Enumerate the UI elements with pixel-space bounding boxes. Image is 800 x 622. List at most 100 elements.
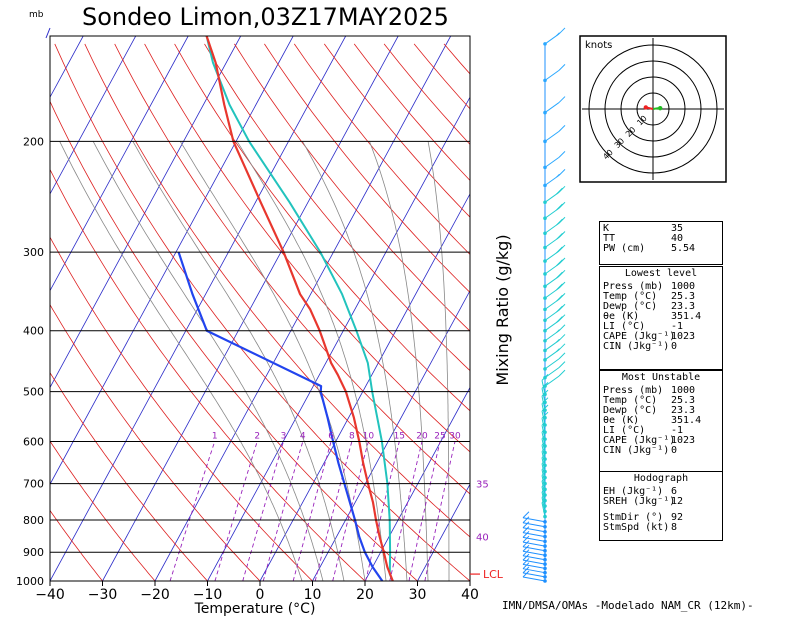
wind-barb-flag — [559, 304, 565, 310]
pressure-tick-label: 200 — [23, 135, 44, 148]
moist-adiabat-label: 35 — [476, 480, 489, 491]
wind-barb-flag — [559, 245, 565, 251]
chart-title: Sondeo Limon,03Z17MAY2025 — [82, 3, 449, 31]
wind-barb-flag — [523, 512, 529, 518]
moist-adiabat-line — [133, 141, 344, 581]
hodograph-point — [658, 106, 662, 110]
wind-barb-flag — [559, 258, 565, 264]
x-axis-label: Temperature (°C) — [194, 601, 316, 617]
temperature-tick-label: 40 — [461, 587, 479, 603]
temperature-trace — [207, 36, 393, 581]
moist-adiabat-line — [237, 141, 386, 581]
isotherm-line — [0, 36, 83, 581]
pressure-tick-label: 500 — [23, 386, 44, 399]
stat-row: CIN (Jkg⁻¹)0 — [600, 342, 722, 352]
wind-barb-flag — [559, 344, 565, 350]
corner-tick — [46, 28, 50, 38]
dry-adiabat-line — [0, 44, 313, 581]
mixing-ratio-line — [315, 442, 352, 582]
temperature-tick-label: −40 — [35, 587, 65, 603]
wind-barb-flag — [556, 295, 562, 301]
wind-barb-flag — [559, 169, 565, 175]
wind-barb-flag — [556, 247, 562, 253]
isotherm-line — [313, 36, 609, 581]
wind-barb — [523, 547, 545, 551]
mixing-ratio-label: 1 — [212, 432, 218, 442]
wind-barb-flag — [559, 325, 565, 331]
wind-barb-flag — [559, 334, 565, 340]
stat-value: 12 — [671, 497, 683, 507]
wind-barb — [523, 564, 545, 568]
mixing-ratio-label: 30 — [449, 432, 461, 442]
mixing-ratio-label: 10 — [363, 432, 375, 442]
hodograph-stats-header: Hodograph — [600, 472, 722, 487]
wind-barb — [545, 103, 559, 113]
mixing-ratio-line — [263, 442, 303, 582]
stat-row: SREH (Jkg⁻¹)12 — [600, 497, 722, 507]
mixing-ratio-label: 8 — [349, 432, 355, 442]
pressure-tick-label: 300 — [23, 246, 44, 259]
hodograph-unit-label: knots — [585, 40, 612, 51]
mixing-ratio-label: 2 — [254, 432, 260, 442]
dewpoint-trace — [179, 252, 383, 581]
moist-adiabat-line — [428, 141, 449, 581]
wind-barb — [523, 560, 545, 564]
dry-adiabat-line — [145, 44, 628, 581]
dry-adiabat-line — [0, 44, 155, 581]
wind-barb-flag — [559, 202, 565, 208]
most-unstable-header: Most Unstable — [600, 371, 722, 386]
wind-barb-flag — [556, 204, 562, 210]
wind-barb — [545, 157, 559, 167]
wind-barb-flag — [556, 306, 562, 312]
dry-adiabat-line — [0, 44, 260, 581]
wind-barb — [523, 577, 545, 581]
mixing-ratio-label: 3 — [281, 432, 287, 442]
mixing-ratio-label: 25 — [434, 432, 445, 442]
stat-label: CIN (Jkg⁻¹) — [600, 446, 671, 456]
dry-adiabat-line — [324, 44, 800, 581]
wind-barb-flag — [556, 272, 562, 278]
wind-barb-flag — [559, 362, 565, 368]
wind-barb-flag — [556, 316, 562, 322]
temperature-tick-label: −20 — [140, 587, 170, 603]
mixing-ratio-line — [409, 442, 440, 582]
lowest-level-header: Lowest level — [600, 267, 722, 282]
moist-adiabat-line — [180, 141, 365, 581]
isotherm-line — [0, 36, 136, 581]
wind-barb-flag — [559, 353, 565, 359]
moist-adiabat-line — [93, 141, 323, 581]
stat-value: 0 — [671, 446, 677, 456]
pressure-tick-label: 600 — [23, 435, 44, 448]
stat-label: SREH (Jkg⁻¹) — [600, 497, 671, 507]
isotherm-line — [0, 36, 31, 581]
dry-adiabat-line — [55, 44, 470, 581]
stat-row: PW (cm)5.54 — [600, 244, 722, 254]
wind-barb — [545, 131, 559, 141]
wind-barb — [545, 70, 559, 80]
wind-barb-flag — [559, 293, 565, 299]
mixing-ratio-axis-label: Mixing Ratio (g/kg) — [493, 234, 512, 385]
wind-barb-flag — [559, 151, 565, 157]
wind-barb — [523, 556, 545, 560]
wind-barb — [523, 569, 545, 573]
moist-adiabat-line — [60, 141, 302, 581]
wind-barb — [545, 376, 559, 386]
isotherm-line — [0, 36, 241, 581]
wind-barb-flag — [556, 233, 562, 239]
stat-label: CIN (Jkg⁻¹) — [600, 342, 671, 352]
temperature-tick-label: −30 — [88, 587, 118, 603]
wind-barb-flag — [559, 97, 565, 103]
mixing-ratio-label: 20 — [416, 432, 428, 442]
wind-barb-flag — [559, 217, 565, 223]
wind-barb-flag — [559, 64, 565, 70]
pressure-unit-label: mb — [29, 10, 44, 20]
isotherm-line — [103, 36, 399, 581]
mixing-ratio-line — [215, 442, 257, 582]
mixing-ratio-label: 15 — [394, 432, 405, 442]
mixing-ratio-line — [170, 442, 215, 582]
pressure-tick-label: 700 — [23, 478, 44, 491]
stat-value: 5.54 — [671, 244, 695, 254]
